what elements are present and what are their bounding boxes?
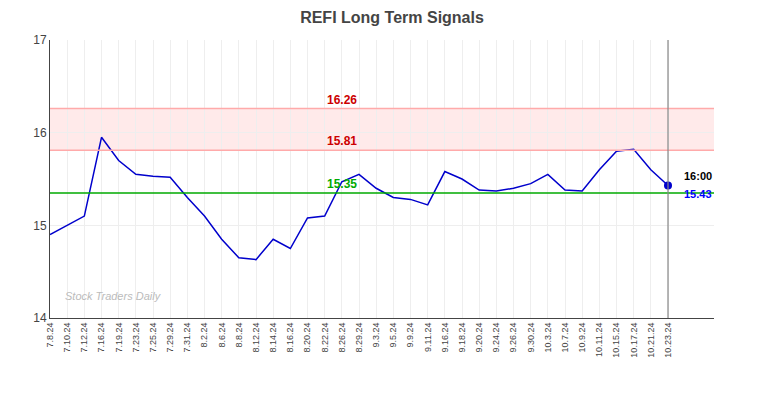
svg-text:7.10.24: 7.10.24 bbox=[62, 323, 72, 353]
svg-text:14: 14 bbox=[33, 311, 47, 325]
svg-text:10.3.24: 10.3.24 bbox=[543, 323, 553, 353]
svg-text:10.7.24: 10.7.24 bbox=[560, 323, 570, 353]
svg-text:7.8.24: 7.8.24 bbox=[45, 323, 55, 348]
svg-text:8.26.24: 8.26.24 bbox=[337, 323, 347, 353]
svg-text:9.20.24: 9.20.24 bbox=[474, 323, 484, 353]
svg-text:9.24.24: 9.24.24 bbox=[491, 323, 501, 353]
svg-text:10.17.24: 10.17.24 bbox=[629, 323, 639, 358]
svg-text:8.12.24: 8.12.24 bbox=[251, 323, 261, 353]
svg-text:9.30.24: 9.30.24 bbox=[526, 323, 536, 353]
svg-text:8.14.24: 8.14.24 bbox=[268, 323, 278, 353]
svg-text:9.18.24: 9.18.24 bbox=[457, 323, 467, 353]
svg-text:9.5.24: 9.5.24 bbox=[388, 323, 398, 348]
svg-text:10.21.24: 10.21.24 bbox=[646, 323, 656, 358]
svg-text:8.16.24: 8.16.24 bbox=[285, 323, 295, 353]
svg-text:8.8.24: 8.8.24 bbox=[234, 323, 244, 348]
svg-text:15.43: 15.43 bbox=[684, 188, 712, 200]
svg-text:REFI Long Term Signals: REFI Long Term Signals bbox=[300, 9, 484, 26]
svg-text:7.16.24: 7.16.24 bbox=[96, 323, 106, 353]
svg-text:16: 16 bbox=[33, 126, 47, 140]
svg-text:9.11.24: 9.11.24 bbox=[423, 323, 433, 352]
svg-text:15.35: 15.35 bbox=[327, 177, 357, 191]
svg-text:9.26.24: 9.26.24 bbox=[508, 323, 518, 353]
svg-text:16.26: 16.26 bbox=[327, 93, 357, 107]
svg-text:16:00: 16:00 bbox=[684, 170, 712, 182]
svg-text:9.3.24: 9.3.24 bbox=[371, 323, 381, 348]
svg-text:7.12.24: 7.12.24 bbox=[79, 323, 89, 353]
svg-text:10.9.24: 10.9.24 bbox=[577, 323, 587, 353]
svg-text:8.22.24: 8.22.24 bbox=[320, 323, 330, 353]
svg-text:15: 15 bbox=[33, 219, 47, 233]
svg-text:7.23.24: 7.23.24 bbox=[131, 323, 141, 353]
svg-text:17: 17 bbox=[33, 33, 47, 47]
svg-text:8.29.24: 8.29.24 bbox=[354, 323, 364, 353]
svg-text:7.25.24: 7.25.24 bbox=[148, 323, 158, 353]
svg-text:8.20.24: 8.20.24 bbox=[302, 323, 312, 353]
svg-text:10.15.24: 10.15.24 bbox=[611, 323, 621, 358]
svg-text:7.29.24: 7.29.24 bbox=[165, 323, 175, 353]
svg-text:9.16.24: 9.16.24 bbox=[440, 323, 450, 353]
svg-text:8.6.24: 8.6.24 bbox=[217, 323, 227, 348]
svg-text:9.9.24: 9.9.24 bbox=[405, 323, 415, 348]
svg-text:8.2.24: 8.2.24 bbox=[199, 323, 209, 348]
svg-text:7.31.24: 7.31.24 bbox=[182, 323, 192, 353]
svg-text:10.23.24: 10.23.24 bbox=[663, 323, 673, 358]
svg-text:15.81: 15.81 bbox=[327, 134, 357, 148]
svg-text:10.11.24: 10.11.24 bbox=[594, 323, 604, 357]
svg-text:Stock Traders Daily: Stock Traders Daily bbox=[65, 290, 162, 302]
svg-text:7.19.24: 7.19.24 bbox=[114, 323, 124, 353]
